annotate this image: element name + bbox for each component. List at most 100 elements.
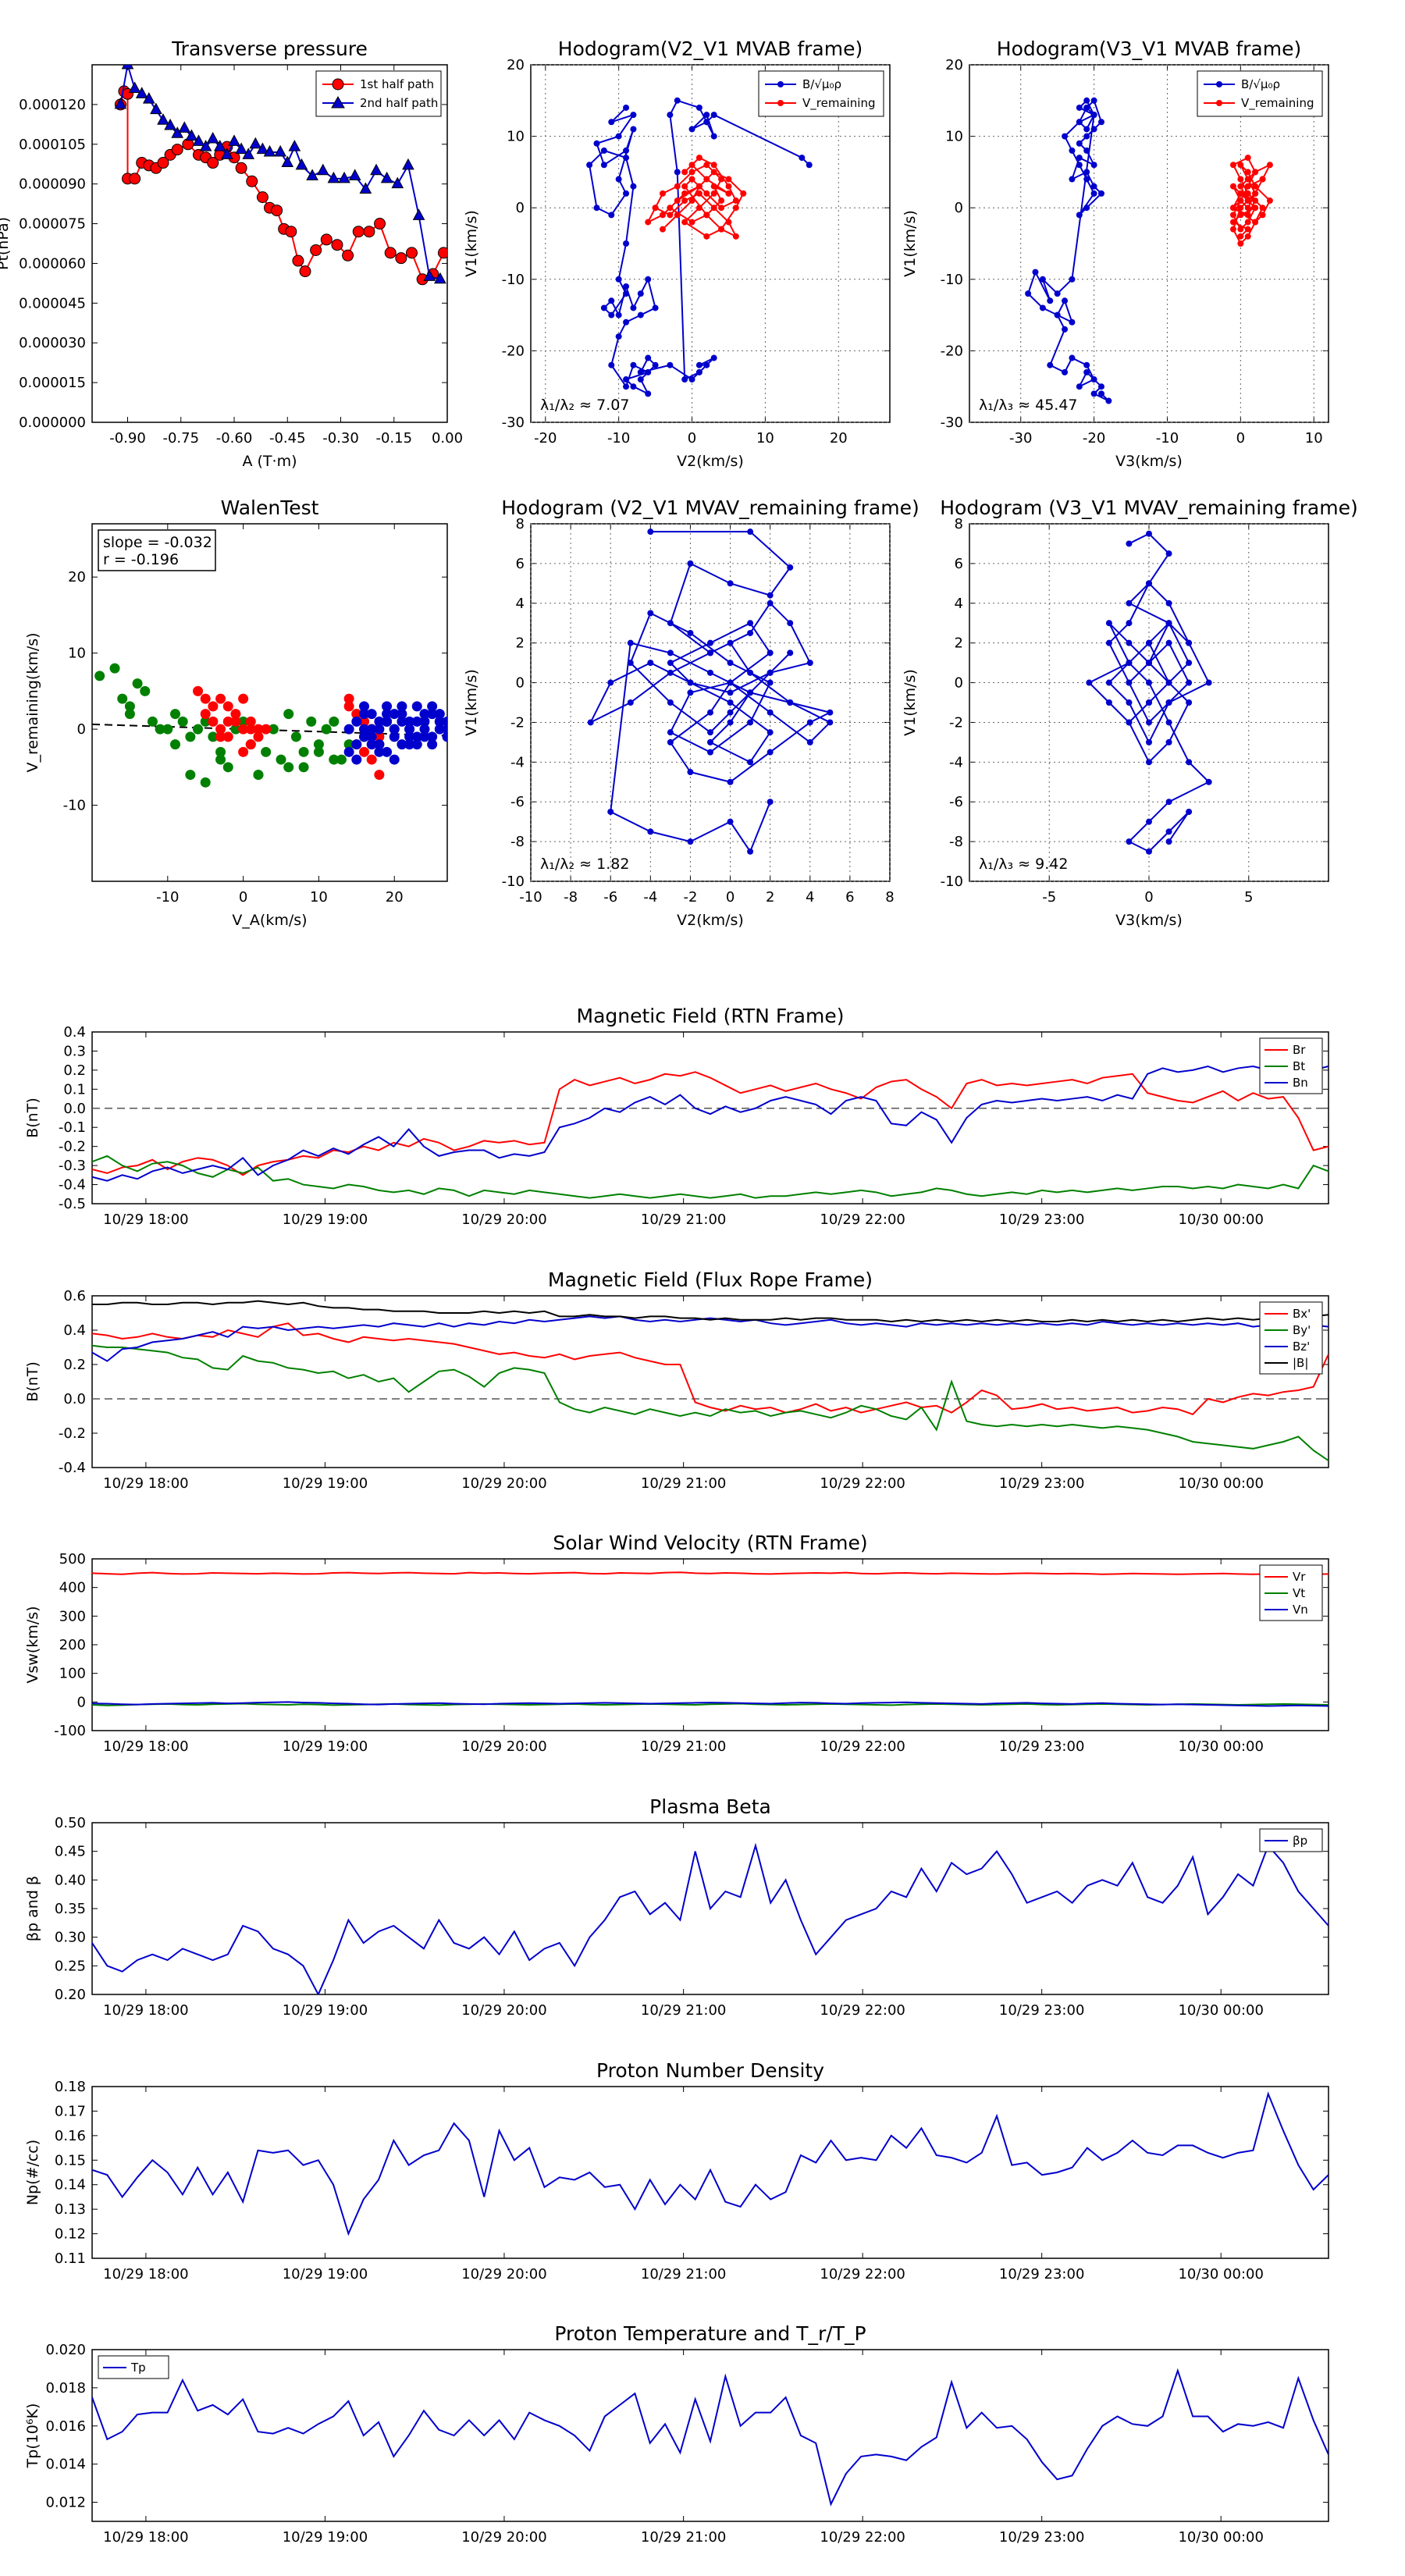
y-tick-label: -10 [63, 798, 86, 814]
data-point [1146, 759, 1152, 766]
data-point [627, 639, 634, 646]
data-point [695, 368, 702, 375]
data-point [366, 739, 377, 750]
series-group [92, 1065, 1329, 1199]
y-tick-label: 0.4 [63, 1024, 86, 1041]
data-point [336, 754, 347, 765]
series-group [92, 663, 447, 788]
plot-frame [969, 64, 1329, 423]
data-point [1146, 738, 1152, 745]
data-point [1266, 162, 1273, 169]
data-point [343, 746, 354, 757]
y-tick-label: -0.2 [59, 1139, 86, 1155]
data-point [1039, 304, 1046, 311]
data-point [1244, 155, 1251, 162]
x-tick-label: 10/30 00:00 [1178, 1212, 1263, 1228]
data-point [687, 838, 694, 845]
x-tick-label: -20 [1083, 430, 1105, 447]
data-point [681, 190, 688, 197]
data-point [1244, 212, 1251, 219]
data-point [1090, 190, 1097, 197]
data-point [707, 749, 713, 756]
y-tick-label: -0.4 [59, 1460, 86, 1476]
data-point [667, 660, 674, 667]
x-tick-label: 10/29 21:00 [641, 1738, 726, 1755]
y-tick-label: 0.020 [45, 2342, 86, 2358]
series-group [1086, 530, 1212, 855]
x-tick-label: 10/29 22:00 [820, 1212, 905, 1228]
data-point [370, 163, 382, 176]
data-point [1146, 660, 1152, 667]
data-point [276, 754, 286, 765]
data-point [249, 137, 262, 149]
data-point [215, 731, 226, 742]
data-point [215, 746, 226, 757]
y-tick-label: 400 [59, 1580, 86, 1596]
data-point [767, 709, 774, 716]
x-tick-label: 0 [1144, 889, 1153, 906]
data-point [827, 709, 834, 716]
x-axis-label: V_A(km/s) [232, 912, 307, 929]
data-point [1126, 600, 1133, 607]
data-point [109, 663, 120, 674]
y-tick-label: -0.4 [59, 1177, 86, 1194]
plot-frame [91, 1031, 1329, 1204]
data-point [321, 724, 332, 735]
x-tick-label: -20 [534, 430, 557, 447]
data-point [688, 219, 695, 226]
data-point [695, 183, 702, 190]
y-tick-label: 0.50 [55, 1815, 86, 1831]
data-point [1069, 276, 1076, 283]
x-tick-label: 20 [830, 430, 848, 447]
data-point [637, 290, 644, 297]
chart-proton_density: Proton Number Density 0.11 0.12 0.13 0.14 0.1… [24, 2059, 1329, 2282]
y-tick-label: 0.11 [55, 2250, 86, 2267]
x-tick-label: 8 [885, 889, 894, 906]
plot-frame [91, 2349, 1329, 2522]
data-point [193, 685, 204, 696]
legend-label: Vt [1293, 1586, 1305, 1600]
y-tick-label: -0.5 [59, 1196, 86, 1212]
data-point [703, 162, 710, 169]
x-tick-label: 10/29 18:00 [103, 2529, 188, 2546]
x-tick-label: -10 [607, 430, 630, 447]
data-point [242, 148, 255, 159]
data-point [1165, 679, 1172, 686]
y-tick-label: -100 [54, 1723, 86, 1739]
series-line-|B| [92, 1300, 1329, 1323]
data-point [427, 731, 438, 742]
data-point [1076, 140, 1083, 147]
data-point [681, 376, 688, 383]
chart-solar_wind_velocity: Solar Wind Velocity (RTN Frame) -100 0 100 2… [24, 1532, 1329, 1755]
x-tick-label: 10 [1305, 430, 1323, 447]
y-tick-label: 0.17 [55, 2103, 86, 2119]
data-point [351, 754, 362, 765]
data-point [718, 176, 725, 183]
y-tick-label: 300 [59, 1608, 86, 1624]
data-point [645, 354, 652, 361]
stats-text: slope = -0.032 [103, 534, 212, 551]
data-point [695, 205, 702, 212]
data-point [615, 176, 622, 183]
data-point [1083, 176, 1090, 183]
series-line [1026, 98, 1110, 402]
data-point [292, 254, 304, 267]
data-point [164, 118, 176, 130]
x-tick-label: 10/29 23:00 [999, 2002, 1084, 2019]
y-tick-label: -30 [941, 415, 963, 431]
y-tick-label: -8 [510, 834, 525, 850]
y-tick-label: 0.12 [55, 2226, 86, 2243]
data-point [681, 197, 688, 205]
data-point [1083, 147, 1090, 154]
data-point [1126, 620, 1133, 627]
data-point [608, 311, 615, 318]
chart-title: Hodogram (V3_V1 MVAV_remaining frame) [940, 496, 1358, 519]
data-point [1229, 226, 1236, 233]
y-axis-label: V1(km/s) [463, 669, 480, 736]
data-point [674, 169, 681, 176]
data-point [256, 142, 269, 155]
data-point [427, 709, 438, 720]
data-point [1205, 679, 1212, 686]
series-line-Bz' [92, 1315, 1329, 1362]
